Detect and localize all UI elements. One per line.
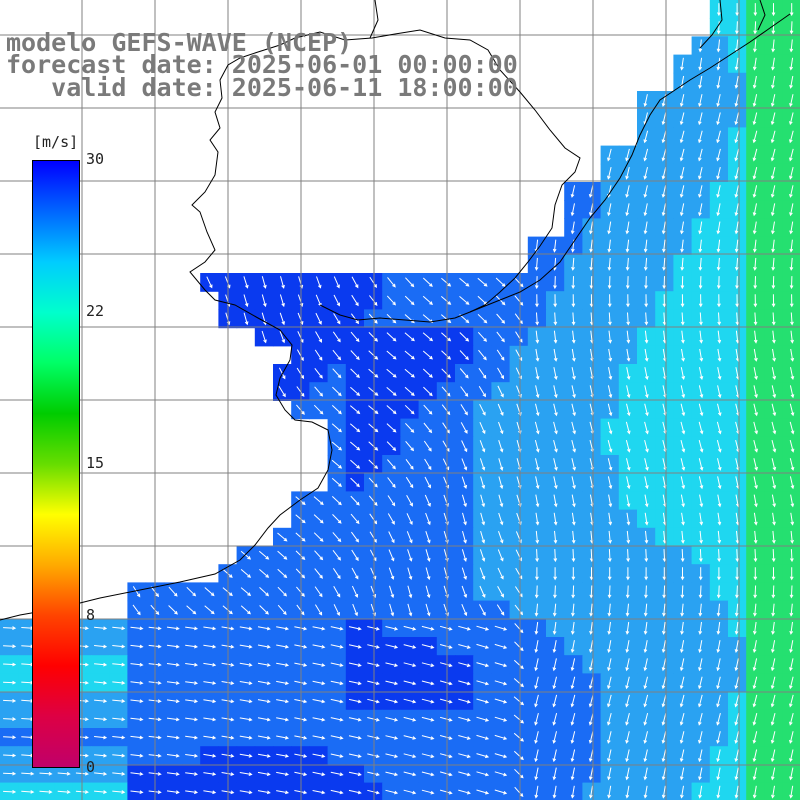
colorbar-tick-22: 22: [86, 302, 105, 320]
valid-date: valid date: 2025-06-11 18:00:00: [6, 73, 518, 102]
colorbar-tick-8: 8: [86, 606, 96, 624]
colorbar-tick-15: 15: [86, 454, 105, 472]
colorbar-unit: [m/s]: [33, 133, 79, 151]
coastline-east: [469, 13, 791, 313]
coastline: [0, 29, 581, 621]
river-boundary: [369, 0, 766, 49]
colorbar-tick-30: 30: [86, 150, 105, 168]
wind-direction-arrows: [3, 3, 795, 799]
colorbar: [32, 160, 80, 768]
colorbar-tick-0: 0: [86, 758, 96, 776]
forecast-date: forecast date: 2025-06-01 00:00:00: [6, 50, 518, 79]
model-title: modelo GEFS-WAVE (NCEP): [6, 28, 353, 57]
